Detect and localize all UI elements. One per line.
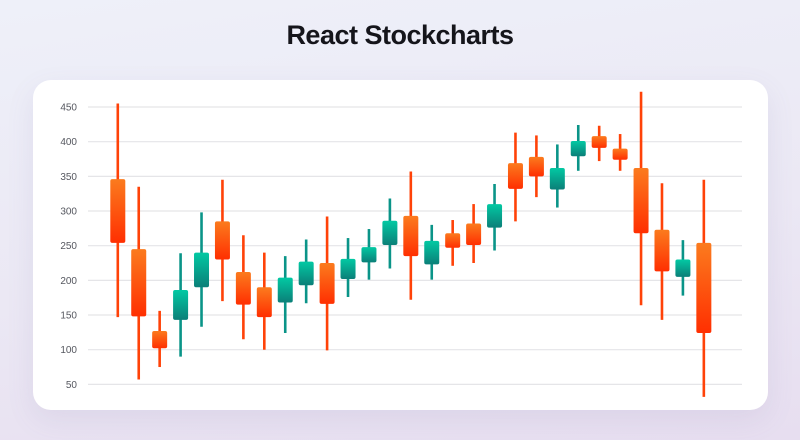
y-tick-label: 50 [66, 380, 78, 391]
y-tick-label: 150 [60, 311, 77, 322]
candle-body[interactable] [319, 263, 335, 304]
y-tick-label: 350 [60, 172, 77, 183]
candle-body[interactable] [654, 229, 670, 272]
candle-body[interactable] [361, 247, 377, 263]
candle-body[interactable] [487, 204, 503, 228]
page-title: React Stockcharts [286, 20, 514, 50]
candle-body[interactable] [110, 179, 126, 243]
candle-body[interactable] [235, 272, 251, 305]
candle-body[interactable] [152, 330, 168, 349]
candle-body[interactable] [173, 290, 189, 320]
candle-body[interactable] [445, 233, 461, 248]
candle-body[interactable] [424, 240, 440, 265]
chart-card: 450 400 350 300 250 200 150 100 50 [33, 80, 768, 410]
candle-body[interactable] [612, 148, 628, 160]
candlestick-chart[interactable]: 450 400 350 300 250 200 150 100 50 [33, 80, 768, 410]
candle-body[interactable] [633, 168, 649, 234]
candle-body[interactable] [131, 249, 147, 317]
y-tick-label: 400 [60, 137, 77, 148]
candle-body[interactable] [403, 215, 419, 257]
y-tick-label: 200 [60, 276, 77, 287]
candle-body[interactable] [570, 140, 586, 157]
candle-body[interactable] [214, 221, 230, 260]
candle-body[interactable] [528, 156, 544, 177]
candle-body[interactable] [277, 277, 293, 303]
candle-body[interactable] [298, 261, 314, 286]
candle-body[interactable] [466, 223, 482, 245]
candle-body[interactable] [382, 220, 398, 245]
candle-body[interactable] [340, 258, 356, 279]
y-tick-label: 300 [60, 207, 77, 218]
candle-body[interactable] [549, 168, 565, 190]
candle-body[interactable] [675, 259, 691, 277]
y-tick-label: 250 [60, 241, 77, 252]
y-tick-label: 450 [60, 103, 77, 114]
candle-body[interactable] [591, 136, 607, 148]
candle-body[interactable] [256, 287, 272, 318]
candle-body[interactable] [507, 163, 523, 189]
candle-body[interactable] [696, 242, 712, 334]
candle-body[interactable] [194, 252, 210, 288]
y-tick-label: 100 [60, 345, 77, 356]
